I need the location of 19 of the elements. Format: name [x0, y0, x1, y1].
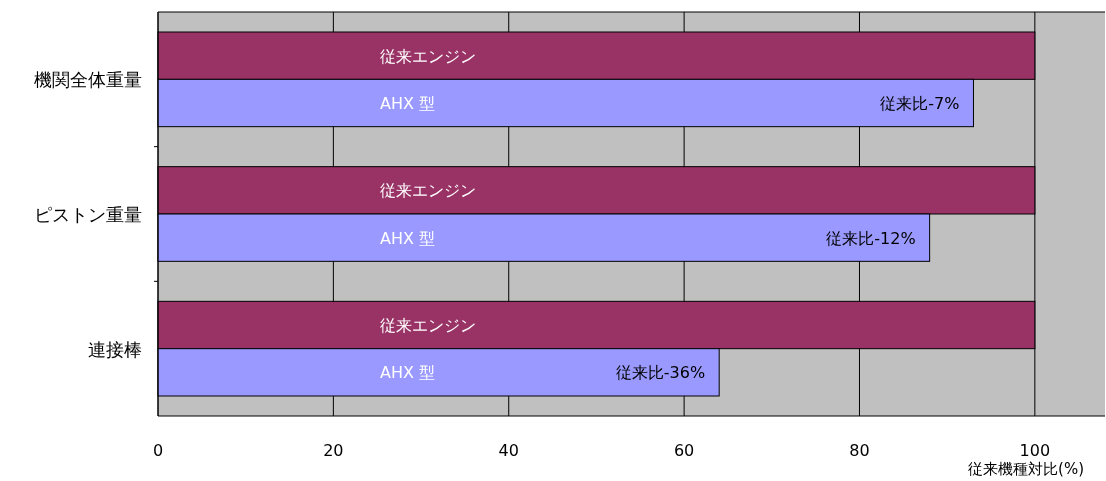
text: 従来エンジン: [380, 181, 476, 201]
x-axis-title: 従来機種対比(%): [968, 460, 1084, 478]
x-tick-label: 0: [152, 441, 164, 460]
text: 従来エンジン: [380, 316, 476, 335]
y-tick-label: ピストン重量: [34, 204, 142, 225]
text: AHX 型: [380, 363, 436, 383]
x-tick-label: 80: [849, 441, 870, 460]
x-tick-label: 100: [1019, 441, 1051, 460]
text: AHX 型: [380, 94, 436, 113]
y-tick-label: 機関全体重量: [34, 69, 142, 91]
x-tick-label: 20: [323, 441, 344, 460]
series-label: AHX 型: [380, 228, 436, 248]
x-tick-label: 60: [673, 441, 695, 460]
x-tick-label: 40: [498, 441, 519, 460]
series-label: 従来エンジン: [380, 46, 476, 66]
data-label: 従来比-36%: [615, 363, 706, 383]
data-label: 従来比-7%: [880, 94, 960, 113]
data-label: 従来比-12%: [826, 228, 916, 248]
y-tick-label: 連接棒: [88, 338, 142, 360]
